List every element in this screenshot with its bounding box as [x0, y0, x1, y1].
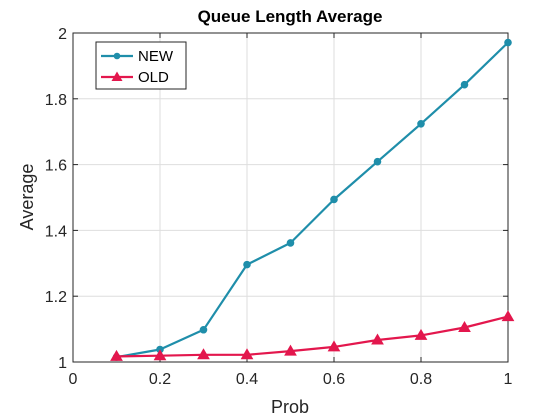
- plot-frame: [72, 32, 509, 363]
- tick-labels: 0 0.2 0.4 0.6 0.8 1 1 1.2 1.4 1.6 1.8 2: [45, 26, 513, 388]
- data-point-old: [327, 340, 341, 352]
- data-point-old: [240, 348, 254, 360]
- data-point-old: [110, 349, 123, 361]
- legend: NEW OLD: [95, 41, 187, 90]
- data-point-new: [243, 260, 251, 269]
- data-point-new: [199, 325, 208, 334]
- series-line-old: [116, 315, 509, 358]
- data-point-new: [504, 38, 512, 47]
- data-point-old: [458, 320, 471, 332]
- data-point-new: [417, 120, 425, 128]
- data-point-old: [197, 348, 210, 360]
- y-axis-label: Average: [17, 164, 37, 231]
- axes: [72, 32, 509, 363]
- data-point-new: [286, 239, 295, 247]
- legend-box: [95, 41, 187, 90]
- legend-label-old: OLD: [138, 69, 169, 86]
- y-tick-label: 1.6: [45, 158, 67, 175]
- x-tick-label: 1: [504, 371, 513, 388]
- legend-label-new: NEW: [138, 48, 174, 65]
- series-line-new: [116, 41, 509, 359]
- y-tick-label: 1.2: [45, 289, 67, 306]
- legend-marker-new: [113, 52, 121, 60]
- y-tick-label: 2: [58, 26, 67, 43]
- legend-marker-old: [111, 71, 123, 81]
- data-point-old: [414, 328, 428, 340]
- x-axis-label: Prob: [271, 397, 309, 417]
- y-tick-label: 1.8: [45, 92, 67, 109]
- data-point-old: [371, 333, 384, 345]
- data-point-new: [330, 195, 338, 204]
- x-tick-label: 0.6: [323, 371, 345, 388]
- x-tick-label: 0.2: [149, 371, 171, 388]
- x-tick-label: 0: [69, 371, 78, 388]
- y-tick-label: 1.4: [45, 223, 67, 240]
- x-tick-label: 0.8: [410, 371, 432, 388]
- data-point-old: [153, 349, 167, 361]
- data-point-old: [501, 310, 515, 322]
- data-point-new: [373, 157, 382, 166]
- chart-title: Queue Length Average: [198, 7, 383, 26]
- series-old: [110, 310, 515, 361]
- data-point-old: [284, 344, 297, 356]
- data-point-new: [460, 80, 469, 89]
- y-tick-label: 1: [58, 355, 67, 372]
- series-layer: [110, 38, 515, 361]
- x-tick-label: 0.4: [236, 371, 258, 388]
